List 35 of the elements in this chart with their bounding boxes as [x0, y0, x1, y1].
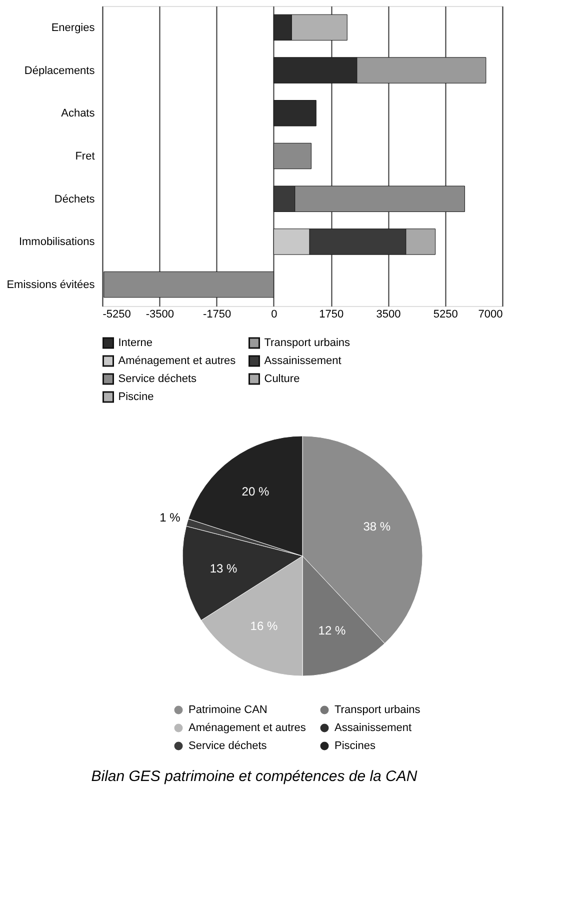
data-label: 1 %: [160, 510, 181, 524]
y-tick-label: Fret: [75, 150, 95, 162]
x-tick-label: -5250: [102, 308, 131, 320]
x-tick-label: -3500: [146, 308, 174, 320]
legend-label: Piscines: [334, 740, 376, 752]
y-tick-label: Immobilisations: [18, 236, 96, 248]
x-tick-label: 0: [271, 308, 278, 320]
legend-label: Aménagement et autres: [118, 355, 236, 367]
data-label: 13 %: [210, 562, 238, 576]
legend-label: Assainissement: [264, 355, 342, 367]
x-tick-label: -1750: [202, 308, 232, 320]
x-tick-label: 5250: [433, 308, 458, 320]
legend-label: Piscine: [118, 391, 154, 403]
legend-label: Transport urbains: [264, 337, 351, 349]
x-tick-label: 3500: [376, 308, 401, 320]
legend-label: Aménagement et autres: [188, 722, 306, 734]
y-tick-label: Energies: [51, 22, 96, 34]
data-label: 12 %: [318, 623, 346, 638]
legend-label: Patrimoine CAN: [188, 704, 268, 716]
legend-label: Interne: [118, 337, 152, 349]
y-tick-label: Déchets: [54, 193, 96, 206]
x-tick-label: 7000: [478, 308, 503, 320]
legend-label: Service déchets: [118, 373, 198, 385]
x-tick-label: 1750: [319, 308, 344, 320]
text: Bilan GES patrimoine et compétences de la CAN: [91, 768, 418, 785]
legend-label: Culture: [264, 373, 300, 385]
y-tick-label: Emissions évitées: [6, 279, 96, 292]
y-tick-label: Achats: [61, 108, 96, 120]
legend-label: Assainissement: [334, 722, 412, 734]
data-label: 20 %: [242, 484, 270, 498]
y-tick-label: Déplacements: [24, 64, 96, 77]
legend-label: Transport urbains: [334, 704, 421, 716]
data-label: 38 %: [363, 520, 391, 534]
data-label: 16 %: [250, 619, 278, 634]
legend-label: Service déchets: [188, 740, 268, 752]
